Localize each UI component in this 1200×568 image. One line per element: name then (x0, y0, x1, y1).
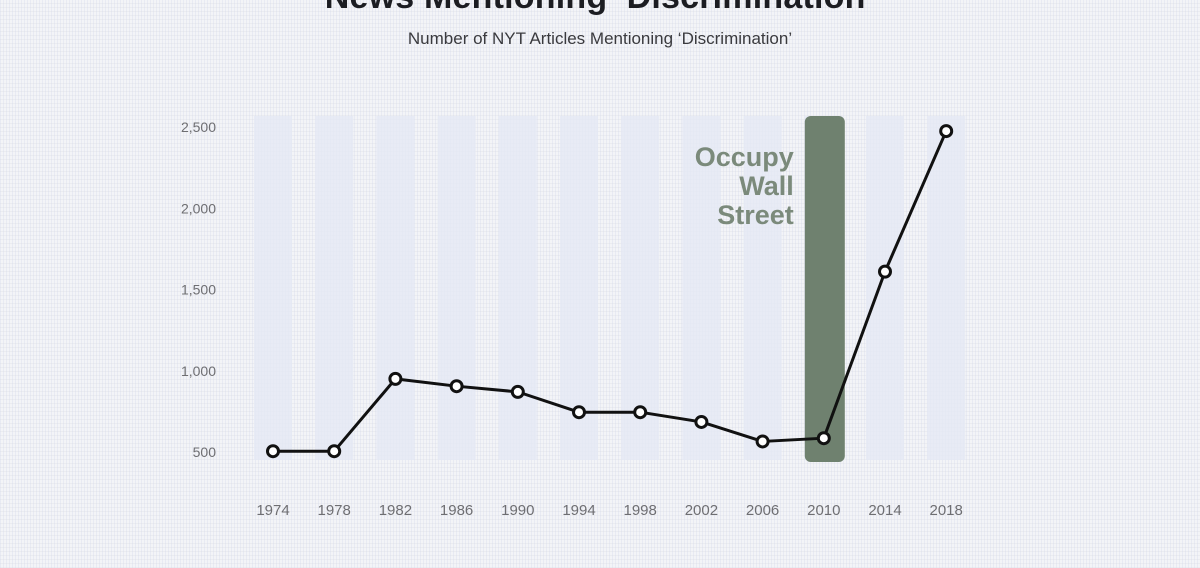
band-1982 (376, 116, 415, 460)
y-tick-label: 1,000 (181, 363, 216, 379)
chart-subtitle: Number of NYT Articles Mentioning ‘Discr… (407, 29, 793, 48)
data-point-2010 (816, 431, 831, 446)
band-2014 (866, 116, 904, 460)
x-tick-label: 2018 (930, 502, 963, 519)
x-axis-ticks: 1974 1978 1982 1986 1990 1994 1998 2002 2006 2010… (256, 502, 963, 519)
band-1986 (437, 116, 476, 460)
band-2006 (743, 116, 782, 460)
data-point-1982 (388, 371, 403, 386)
band-1994 (560, 116, 598, 460)
data-point-1974 (266, 444, 280, 459)
band-2018 (927, 116, 966, 460)
x-tick-label: 1974 (256, 502, 289, 519)
x-tick-label: 1978 (318, 502, 351, 519)
x-tick-label: 1982 (379, 502, 412, 519)
data-point-1994 (572, 405, 586, 420)
annotation-label-line: Occupy (695, 142, 794, 172)
annotation-label-line: Wall (739, 171, 794, 201)
annotation-label-line: Street (717, 200, 794, 230)
band-1978 (315, 116, 354, 460)
y-tick-label: 2,000 (181, 200, 216, 216)
data-points (266, 124, 954, 459)
x-tick-label: 2002 (685, 502, 718, 519)
y-tick-label: 2,500 (181, 119, 216, 135)
series-line (273, 130, 948, 453)
annotation-bar (804, 116, 845, 462)
data-point-1978 (327, 444, 342, 459)
background-bands (254, 116, 966, 460)
x-tick-label: 1990 (501, 502, 534, 519)
data-point-1998 (633, 405, 648, 420)
data-point-2018 (939, 124, 954, 139)
data-point-1986 (449, 379, 464, 394)
band-2002 (682, 116, 721, 460)
y-tick-label: 1,500 (181, 282, 216, 298)
data-point-1990 (510, 384, 525, 399)
x-tick-label: 1986 (440, 502, 473, 519)
data-point-2014 (878, 264, 892, 279)
x-tick-label: 1998 (624, 502, 657, 519)
x-tick-label: 1994 (562, 502, 595, 519)
data-point-2006 (755, 434, 770, 449)
data-point-2002 (694, 414, 709, 429)
y-tick-label: 500 (193, 444, 217, 460)
band-1990 (498, 116, 537, 460)
x-tick-label: 2006 (746, 502, 779, 519)
chart-title: News Mentioning ‘Discrimination’ (0, 0, 1200, 17)
band-1998 (621, 116, 660, 460)
y-axis-ticks: 500 1,000 1,500 2,000 2,500 (181, 119, 216, 460)
series-line-group (273, 130, 948, 453)
x-tick-label: 2010 (807, 502, 840, 519)
band-1974 (254, 116, 292, 460)
annotation-bar-group (804, 116, 845, 462)
x-tick-label: 2014 (868, 502, 901, 519)
